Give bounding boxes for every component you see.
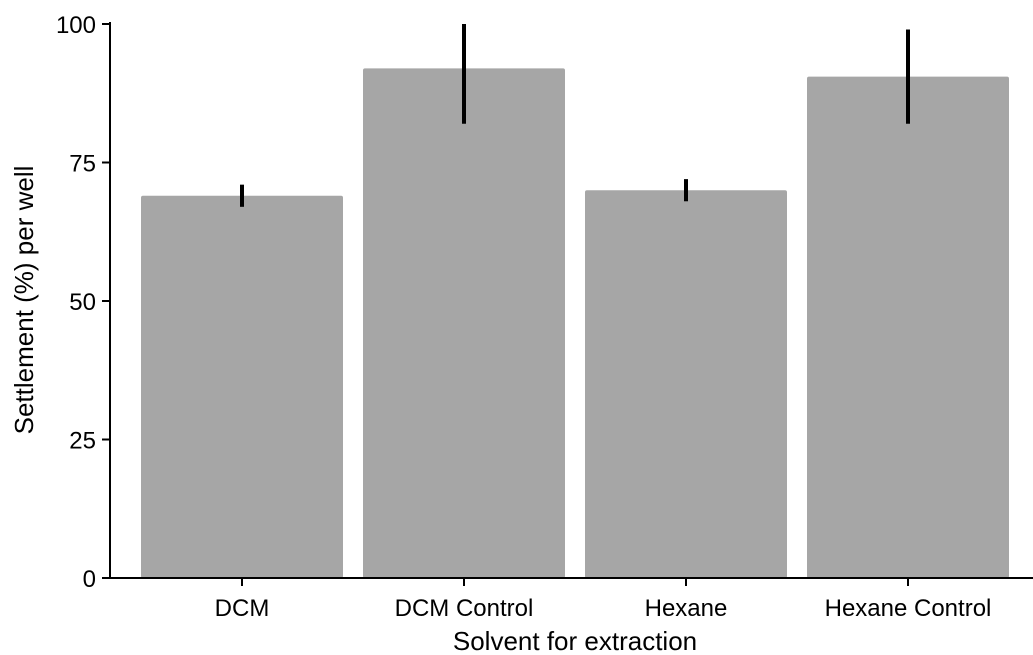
bar-dcm-control	[363, 68, 565, 578]
x-tick-label: DCM Control	[395, 595, 534, 622]
y-ticks-layer: 0 25 50 75 100	[56, 12, 110, 593]
y-tick-label: 100	[56, 12, 96, 39]
x-ticks-layer: DCM DCM Control Hexane Hexane Control	[215, 578, 992, 622]
error-bars-layer	[240, 24, 910, 207]
x-tick-label: Hexane	[645, 595, 728, 622]
y-tick-label: 75	[69, 151, 96, 178]
x-axis-title: Solvent for extraction	[453, 626, 697, 655]
y-tick-label: 0	[83, 566, 96, 593]
bars-layer	[141, 68, 1009, 579]
bar-hexane-control	[807, 76, 1009, 578]
bar-dcm	[141, 195, 343, 579]
x-tick-label: Hexane Control	[825, 595, 992, 622]
y-tick-label: 50	[69, 289, 96, 316]
y-tick-label: 25	[69, 428, 96, 455]
x-tick-label: DCM	[215, 595, 270, 622]
bar-hexane	[585, 190, 787, 578]
y-axis-title: Settlement (%) per well	[9, 166, 39, 435]
